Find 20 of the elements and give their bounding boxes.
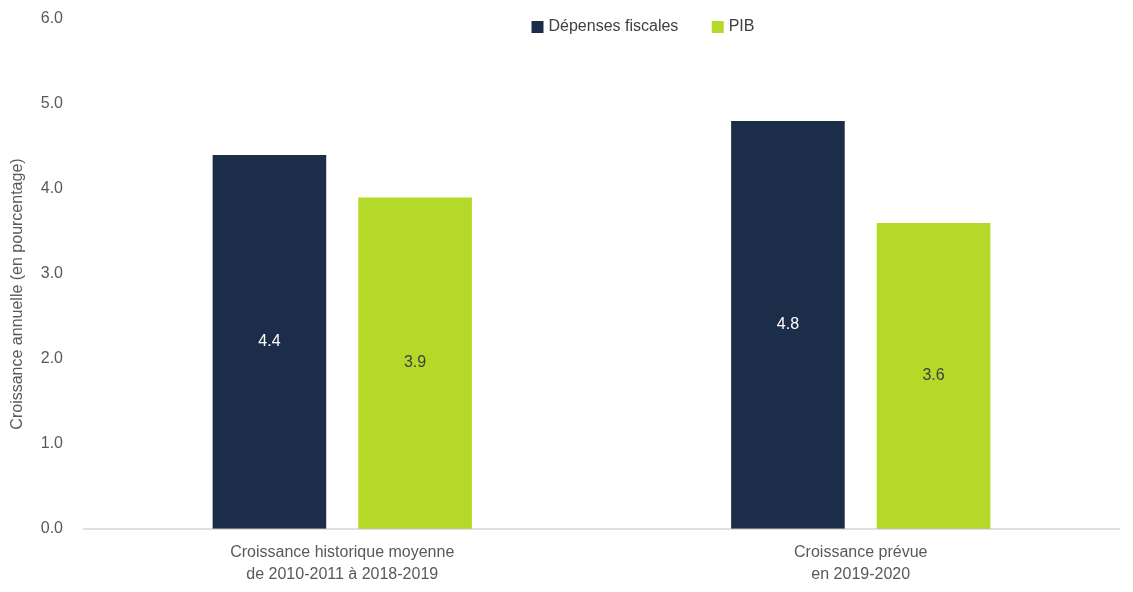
bar: [358, 197, 472, 529]
data-label: 3.9: [403, 353, 427, 371]
data-label: 4.4: [258, 332, 281, 350]
bar: [876, 223, 991, 529]
legend-label: PIB: [728, 17, 755, 35]
y-tick-label: 3.0: [40, 264, 64, 282]
data-label: 4.8: [776, 315, 800, 333]
legend-label: Dépenses fiscales: [548, 17, 679, 35]
y-tick-label: 2.0: [40, 349, 64, 367]
y-tick-label: 5.0: [40, 94, 64, 112]
bar: [212, 155, 327, 529]
y-tick-label: 6.0: [40, 9, 64, 27]
y-tick-label: 1.0: [40, 434, 64, 452]
x-tick-label: Croissance historique moyenne de 2010-2011 à 2018-2019: [230, 543, 455, 582]
data-label: 3.6: [922, 366, 945, 384]
bar: [731, 121, 845, 529]
x-tick-label: Croissance prévue en 2019-2020: [794, 543, 928, 582]
y-tick-label: 4.0: [40, 179, 64, 197]
y-axis-title: Croissance annuelle (en pourcentage): [8, 158, 25, 430]
y-tick-label: 0.0: [40, 519, 64, 537]
